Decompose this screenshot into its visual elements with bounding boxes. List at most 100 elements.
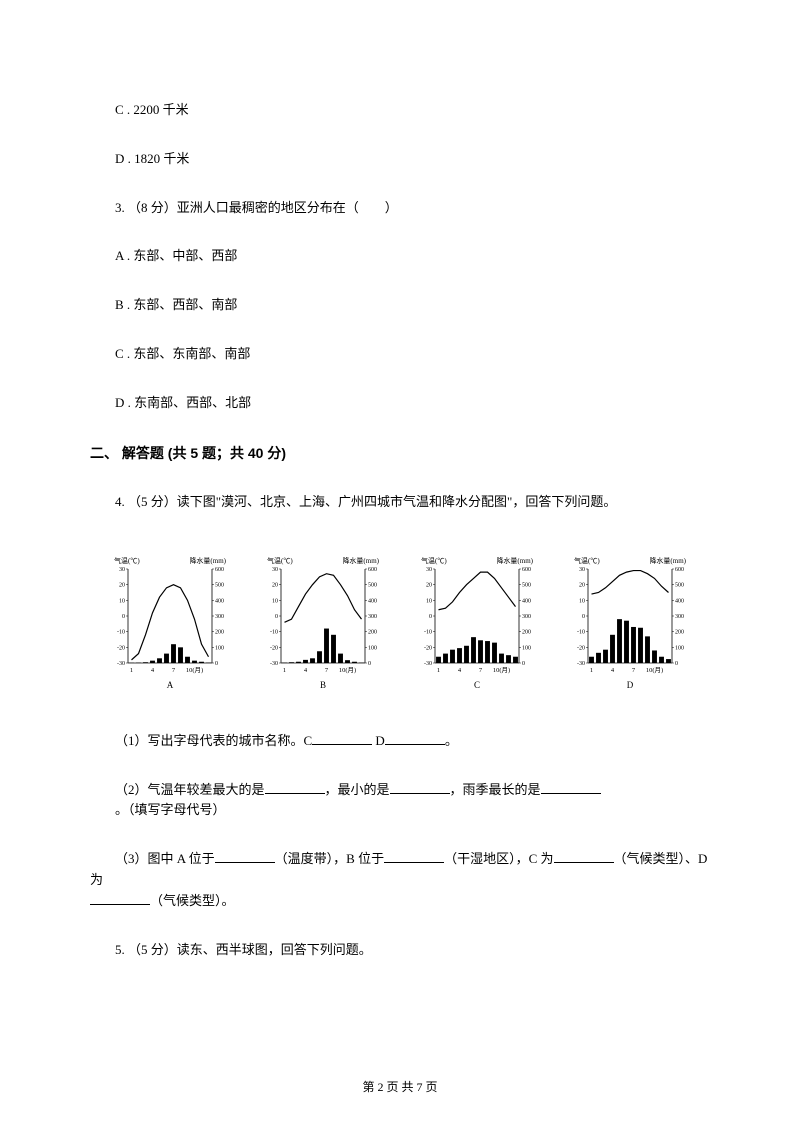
svg-text:30: 30 (579, 567, 585, 573)
svg-text:100: 100 (215, 645, 224, 651)
svg-text:100: 100 (368, 645, 377, 651)
svg-text:10: 10 (579, 598, 585, 604)
blank (385, 732, 445, 745)
svg-text:10(月): 10(月) (492, 666, 509, 674)
svg-text:气温(℃): 气温(℃) (574, 556, 600, 565)
chart-a: 气温(℃)降水量(mm)-30-20-100102030010020030040… (100, 551, 240, 691)
blank (215, 850, 275, 863)
svg-text:20: 20 (579, 582, 585, 588)
svg-text:400: 400 (675, 598, 684, 604)
svg-text:30: 30 (272, 567, 278, 573)
text: 。 (445, 733, 458, 748)
svg-text:1: 1 (283, 667, 286, 674)
option-text: A . 东部、中部、西部 (115, 248, 237, 263)
svg-text:500: 500 (368, 582, 377, 588)
option-text: C . 东部、东南部、南部 (115, 346, 250, 361)
option-text: D . 1820 千米 (115, 151, 189, 166)
footer-text: 第 2 页 共 7 页 (362, 1080, 437, 1094)
svg-text:20: 20 (272, 582, 278, 588)
svg-text:C: C (474, 680, 480, 690)
svg-text:-10: -10 (270, 629, 278, 635)
blank (265, 781, 325, 794)
text: ，最小的是 (325, 782, 390, 797)
svg-text:20: 20 (119, 582, 125, 588)
svg-text:200: 200 (522, 629, 531, 635)
chart-b: 气温(℃)降水量(mm)-30-20-100102030010020030040… (253, 551, 393, 691)
option-c: C . 2200 千米 (90, 100, 710, 121)
text: 。（填写字母代号） (115, 802, 226, 817)
svg-text:500: 500 (675, 582, 684, 588)
svg-text:1: 1 (590, 667, 593, 674)
option-d: D . 1820 千米 (90, 149, 710, 170)
blank (384, 850, 444, 863)
svg-text:-20: -20 (577, 645, 585, 651)
svg-text:-10: -10 (117, 629, 125, 635)
question-3-stem: 3. （8 分）亚洲人口最稠密的地区分布在（ ） (90, 198, 710, 219)
svg-text:0: 0 (675, 661, 678, 667)
page-footer: 第 2 页 共 7 页 (0, 1078, 800, 1097)
q3-option-c: C . 东部、东南部、南部 (90, 344, 710, 365)
svg-text:7: 7 (632, 667, 636, 674)
svg-text:400: 400 (368, 598, 377, 604)
svg-text:30: 30 (119, 567, 125, 573)
question-text: 4. （5 分）读下图"漠河、北京、上海、广州四城市气温和降水分配图"，回答下列… (115, 494, 616, 509)
svg-text:气温(℃): 气温(℃) (421, 556, 447, 565)
svg-text:200: 200 (675, 629, 684, 635)
svg-text:4: 4 (304, 667, 308, 674)
svg-text:7: 7 (172, 667, 176, 674)
svg-text:500: 500 (215, 582, 224, 588)
svg-text:7: 7 (325, 667, 329, 674)
svg-text:10: 10 (119, 598, 125, 604)
question-text: 5. （5 分）读东、西半球图，回答下列问题。 (115, 942, 372, 957)
svg-text:-10: -10 (424, 629, 432, 635)
svg-text:7: 7 (479, 667, 483, 674)
svg-text:10: 10 (272, 598, 278, 604)
text: （2）气温年较差最大的是 (115, 782, 265, 797)
svg-text:600: 600 (368, 567, 377, 573)
svg-text:500: 500 (522, 582, 531, 588)
svg-text:-30: -30 (117, 661, 125, 667)
question-4-stem: 4. （5 分）读下图"漠河、北京、上海、广州四城市气温和降水分配图"，回答下列… (90, 492, 710, 513)
svg-text:300: 300 (215, 614, 224, 620)
svg-text:1: 1 (130, 667, 133, 674)
svg-text:-20: -20 (117, 645, 125, 651)
svg-text:-20: -20 (424, 645, 432, 651)
svg-text:10(月): 10(月) (186, 666, 203, 674)
svg-text:A: A (167, 680, 174, 690)
svg-text:D: D (627, 680, 634, 690)
svg-text:气温(℃): 气温(℃) (114, 556, 140, 565)
option-text: D . 东南部、西部、北部 (115, 395, 251, 410)
svg-text:4: 4 (151, 667, 155, 674)
svg-text:-30: -30 (424, 661, 432, 667)
svg-text:-20: -20 (270, 645, 278, 651)
svg-text:-30: -30 (270, 661, 278, 667)
q3-option-d: D . 东南部、西部、北部 (90, 393, 710, 414)
svg-text:30: 30 (426, 567, 432, 573)
svg-text:4: 4 (458, 667, 462, 674)
svg-text:降水量(mm): 降水量(mm) (343, 556, 380, 565)
svg-text:-10: -10 (577, 629, 585, 635)
svg-text:气温(℃): 气温(℃) (267, 556, 293, 565)
text: （气候类型）。 (150, 893, 235, 908)
question-text: 3. （8 分）亚洲人口最稠密的地区分布在（ ） (115, 200, 398, 215)
svg-text:100: 100 (522, 645, 531, 651)
svg-text:600: 600 (675, 567, 684, 573)
svg-text:300: 300 (522, 614, 531, 620)
svg-text:降水量(mm): 降水量(mm) (649, 556, 686, 565)
svg-text:300: 300 (675, 614, 684, 620)
svg-text:100: 100 (675, 645, 684, 651)
option-text: C . 2200 千米 (115, 102, 189, 117)
svg-text:降水量(mm): 降水量(mm) (496, 556, 533, 565)
text: ，雨季最长的是 (450, 782, 541, 797)
svg-text:0: 0 (215, 661, 218, 667)
svg-text:200: 200 (215, 629, 224, 635)
svg-text:20: 20 (426, 582, 432, 588)
svg-text:10(月): 10(月) (646, 666, 663, 674)
svg-text:0: 0 (429, 614, 432, 620)
blank (90, 892, 150, 905)
svg-text:10(月): 10(月) (339, 666, 356, 674)
svg-text:200: 200 (368, 629, 377, 635)
blank (554, 850, 614, 863)
option-text: B . 东部、西部、南部 (115, 297, 237, 312)
svg-text:600: 600 (522, 567, 531, 573)
